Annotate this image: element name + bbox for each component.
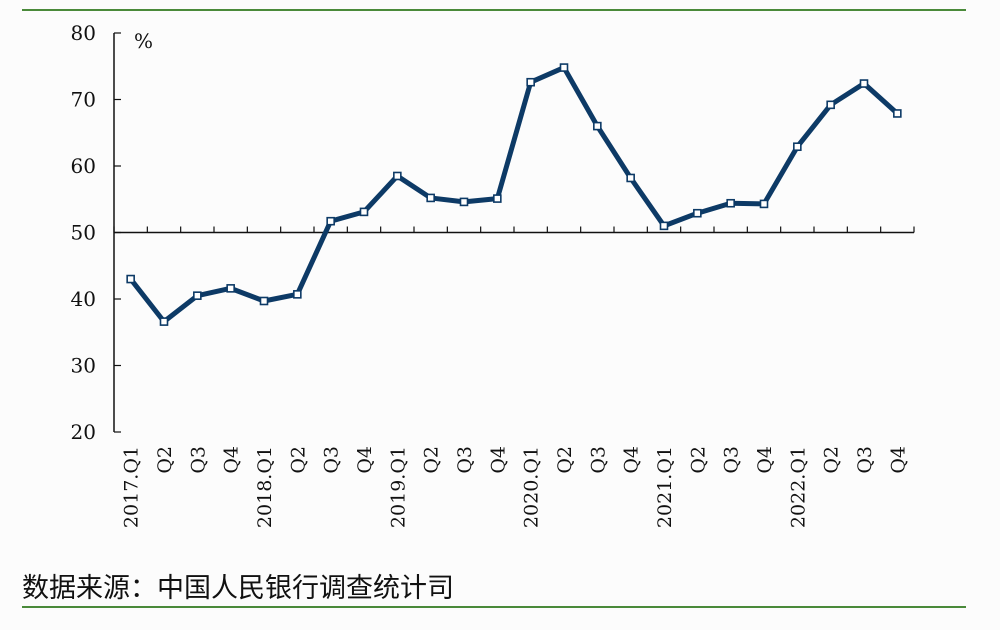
y-tick-label: 50 <box>71 221 96 245</box>
top-rule <box>22 9 966 11</box>
x-tick-label: Q3 <box>854 446 876 474</box>
x-tick-label: Q2 <box>421 446 443 474</box>
data-point <box>359 207 369 217</box>
x-tick-label: Q4 <box>221 446 243 474</box>
data-point <box>859 79 869 88</box>
x-tick-label: 2022.Q1 <box>787 446 809 528</box>
data-point <box>293 290 302 299</box>
y-tick-label: 80 <box>71 21 96 45</box>
x-tick-label: Q3 <box>187 446 209 474</box>
series-group <box>126 63 902 326</box>
bottom-rule <box>22 606 966 608</box>
x-tick-label: 2017.Q1 <box>121 446 143 528</box>
data-point <box>593 121 602 131</box>
x-tick-label: Q3 <box>587 446 609 474</box>
x-tick-label: Q4 <box>621 446 643 474</box>
data-point <box>126 274 135 284</box>
x-tick-label: Q4 <box>754 446 776 474</box>
data-point <box>493 194 502 203</box>
data-source-note: 数据来源：中国人民银行调查统计司 <box>22 573 454 604</box>
x-tick-label: Q2 <box>687 446 709 474</box>
x-tick-label: Q2 <box>154 446 176 474</box>
x-tick-label: Q2 <box>287 446 309 474</box>
y-tick-label: 40 <box>71 287 96 311</box>
x-tick-label: Q4 <box>487 446 509 474</box>
y-axis-ticks: 20 30 40 50 60 70 80 <box>71 21 121 444</box>
y-axis-unit-label: % <box>134 29 153 53</box>
x-axis-ticks: 2017.Q1 Q2 Q3 Q4 2018.Q1 Q2 Q3 Q4 2019.Q1 Q2 Q3 Q4 2… <box>113 226 915 528</box>
line-chart: 20 30 40 50 60 70 80 2017.Q1 Q2 Q3 Q4 2018.Q1 Q2 Q3 Q… <box>71 21 915 528</box>
data-point <box>826 100 835 110</box>
y-tick-label: 20 <box>71 420 96 444</box>
x-tick-label: Q3 <box>721 446 743 474</box>
x-tick-label: Q4 <box>887 446 909 474</box>
data-point <box>226 284 235 293</box>
data-point <box>159 317 169 326</box>
data-point <box>759 199 769 209</box>
data-point <box>193 291 202 300</box>
x-tick-label: Q2 <box>554 446 576 474</box>
data-point <box>793 142 802 152</box>
x-tick-label: 2018.Q1 <box>254 446 276 528</box>
x-tick-label: Q3 <box>321 446 343 474</box>
x-tick-label: 2021.Q1 <box>654 446 676 528</box>
data-point <box>526 77 535 87</box>
x-tick-label: Q2 <box>821 446 843 474</box>
data-point <box>893 109 902 118</box>
x-tick-label: Q3 <box>454 446 476 474</box>
data-point <box>626 173 635 183</box>
x-tick-label: 2020.Q1 <box>521 446 543 528</box>
x-tick-label: 2019.Q1 <box>387 446 409 528</box>
y-tick-label: 60 <box>71 154 96 178</box>
data-point <box>326 216 335 226</box>
data-point <box>259 296 269 306</box>
data-point <box>426 193 435 203</box>
series-line <box>128 65 900 325</box>
data-point <box>393 171 402 181</box>
y-tick-label: 70 <box>71 88 96 112</box>
data-point <box>559 63 569 72</box>
data-point <box>659 221 669 231</box>
data-point <box>459 197 469 207</box>
data-point <box>693 208 702 218</box>
x-tick-label: Q4 <box>354 446 376 474</box>
data-point <box>726 198 735 208</box>
y-tick-label: 30 <box>71 354 96 378</box>
